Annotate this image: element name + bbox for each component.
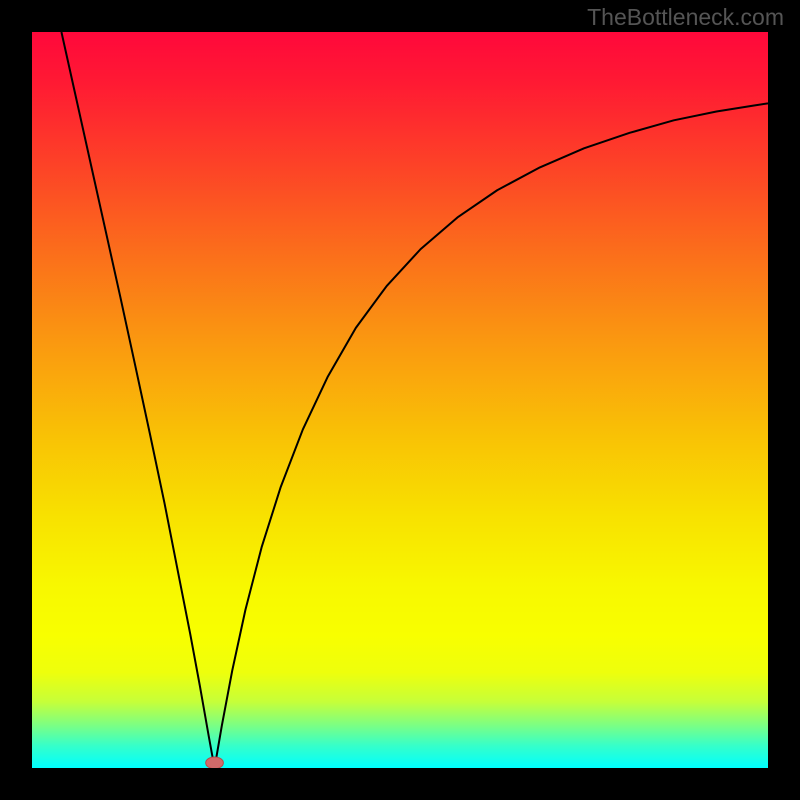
bottleneck-chart [0, 0, 800, 800]
minimum-marker [206, 757, 224, 769]
watermark-label: TheBottleneck.com [587, 4, 784, 31]
chart-frame: TheBottleneck.com [0, 0, 800, 800]
